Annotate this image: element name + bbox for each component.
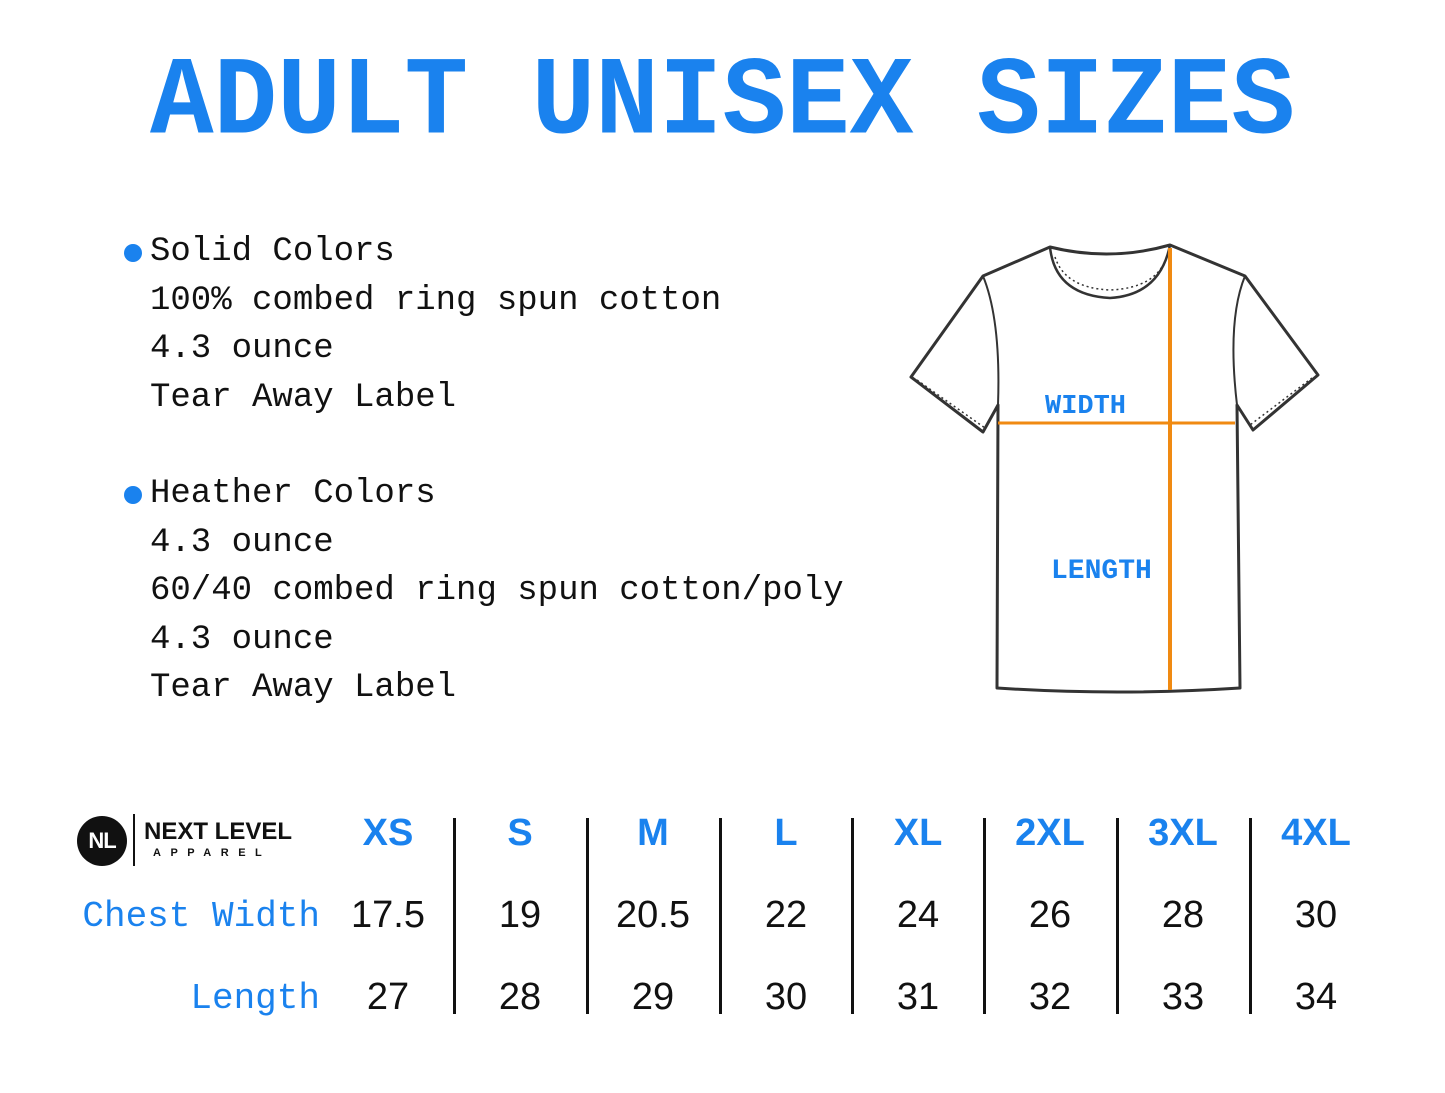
spec-line: 4.3 ounce [150, 330, 334, 368]
bullet-icon [124, 244, 142, 262]
column-divider [1115, 818, 1119, 1014]
chest-width-value: 24 [896, 894, 940, 936]
row-label-chest: Chest Width [82, 896, 320, 937]
width-label: WIDTH [1045, 392, 1126, 422]
spec-heading: Heather Colors [150, 475, 436, 513]
length-label: LENGTH [1051, 556, 1152, 587]
spec-line: 100% combed ring spun cotton [150, 281, 722, 320]
chest-width-value: 20.5 [616, 894, 690, 936]
length-value: 33 [1161, 976, 1205, 1018]
spec-group-solid: Solid Colors 100% combed ring spun cotto… [122, 228, 844, 422]
size-header: XS [362, 812, 414, 854]
size-header: M [637, 812, 669, 854]
brand-mark: NL [77, 816, 127, 866]
chest-width-value: 26 [1028, 894, 1072, 936]
size-header: L [774, 812, 798, 854]
spec-line: Tear Away Label [150, 669, 457, 707]
spec-line: 4.3 ounce [150, 523, 334, 562]
chest-width-value: 22 [764, 894, 808, 936]
column-divider [1248, 818, 1252, 1014]
bullet-icon [124, 486, 142, 504]
shirt-outline [909, 243, 1320, 694]
row-label-length: Length [190, 978, 320, 1019]
spec-heading: Solid Colors [150, 233, 395, 271]
brand-sub: APPAREL [153, 847, 272, 859]
size-header: XL [893, 812, 943, 854]
spec-group-heather: Heather Colors 4.3 ounce 60/40 combed ri… [122, 470, 844, 713]
chest-width-value: 19 [498, 894, 542, 936]
length-value: 28 [498, 976, 542, 1018]
brand-name: NEXT LEVEL [144, 818, 293, 845]
page-title: ADULT UNISEX SIZES [150, 40, 1295, 167]
spec-line: 4.3 ounce [150, 620, 334, 659]
column-divider [851, 818, 854, 1014]
length-value: 31 [896, 976, 940, 1018]
spec-line: Tear Away Label [150, 378, 457, 417]
spec-line: 60/40 combed ring spun cotton/poly [150, 572, 844, 610]
fabric-specs: Solid Colors 100% combed ring spun cotto… [122, 228, 844, 761]
chest-width-value: 30 [1294, 894, 1338, 936]
column-divider [983, 818, 986, 1014]
length-value: 32 [1028, 976, 1072, 1018]
length-value: 29 [631, 976, 675, 1018]
length-value: 30 [764, 976, 808, 1018]
size-header: 3XL [1148, 812, 1218, 854]
column-divider [718, 818, 722, 1014]
logo-divider [133, 814, 135, 866]
column-divider [453, 818, 456, 1014]
size-header: S [507, 812, 533, 854]
chest-width-value: 28 [1161, 894, 1205, 936]
chest-width-value: 17.5 [351, 894, 425, 936]
length-value: 27 [366, 976, 410, 1018]
brand-logo: NL NEXT LEVEL APPAREL [77, 814, 317, 868]
column-divider [585, 818, 589, 1014]
size-header: 4XL [1281, 812, 1351, 854]
length-value: 34 [1294, 976, 1338, 1018]
tshirt-diagram: WIDTH LENGTH [909, 243, 1320, 694]
size-header: 2XL [1015, 812, 1085, 854]
